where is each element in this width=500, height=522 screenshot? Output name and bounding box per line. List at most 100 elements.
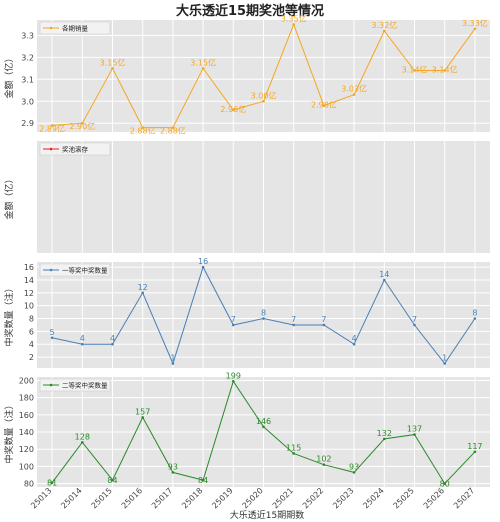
data-point — [443, 69, 447, 72]
data-label: 2.90亿 — [69, 121, 95, 131]
data-label: 14 — [379, 270, 389, 279]
legend-label: 各期销量 — [62, 24, 89, 33]
data-point — [383, 437, 386, 441]
data-label: 4 — [110, 334, 115, 343]
legend-box — [39, 263, 111, 277]
data-label: 8 — [472, 309, 477, 318]
data-point — [322, 323, 326, 327]
data-point — [262, 317, 265, 320]
y-axis-label: 金额（亿） — [3, 53, 15, 98]
data-label: 3.33亿 — [462, 18, 488, 28]
data-label: 7 — [291, 315, 296, 324]
data-point — [232, 323, 235, 327]
x-tick-label: 25019 — [210, 486, 234, 510]
legend-label: 奖池滚存 — [62, 145, 89, 154]
panel-1: 2.9 3.0 3.1 3.2 3.3 金额（亿） 2.89亿 2.90亿 3.15亿 2.88亿… — [3, 13, 490, 136]
data-label: 3.32亿 — [371, 20, 397, 30]
y-tick-label: 4 — [29, 340, 34, 349]
legend-marker — [49, 26, 53, 30]
data-point — [201, 478, 205, 482]
x-tick-label: 25016 — [120, 486, 144, 510]
y-axis-label: 中奖数量（注） — [3, 283, 15, 346]
y-axis-label: 金额（亿） — [3, 174, 15, 219]
y-tick-label: 3.2 — [21, 53, 34, 62]
data-label: 128 — [75, 432, 90, 441]
y-tick-label: 80 — [24, 480, 34, 489]
data-label: 12 — [138, 283, 148, 292]
x-tick-label: 25013 — [29, 486, 53, 510]
data-point — [473, 450, 477, 454]
data-point — [473, 317, 477, 320]
chart-title: 大乐透近15期奖池等情况 — [176, 3, 324, 19]
legend-marker — [49, 268, 53, 272]
legend: 一等奖中奖数量 — [39, 263, 111, 277]
data-label: 3.15亿 — [100, 57, 126, 67]
legend-marker — [49, 383, 53, 387]
legend-label: 二等奖中奖数量 — [62, 381, 108, 390]
panel-4: 80 100 120 140 160 180 200 中奖数量（注） 81 128 84 157 93 8… — [3, 371, 490, 510]
data-label: 7 — [321, 315, 326, 324]
data-label: 16 — [198, 257, 208, 266]
data-label: 2.88亿 — [130, 126, 156, 136]
data-point — [322, 104, 326, 107]
data-label: 1 — [442, 354, 447, 363]
y-tick-label: 2 — [29, 353, 34, 362]
data-point — [292, 23, 296, 26]
x-tick-label: 25015 — [90, 486, 114, 510]
legend: 奖池滚存 — [39, 142, 111, 156]
data-label: 157 — [135, 407, 150, 416]
data-point — [201, 67, 205, 70]
y-tick-label: 2.9 — [21, 119, 34, 128]
data-point — [292, 323, 296, 327]
data-point — [322, 463, 326, 466]
data-point — [383, 29, 386, 33]
panel-2: 1.001.051.101.151.201.251.30金额（亿）12.60亿1… — [3, 141, 490, 253]
y-tick-label: 3.1 — [21, 75, 34, 84]
data-point — [201, 265, 205, 269]
y-tick-label: 14 — [24, 276, 34, 285]
data-point — [171, 362, 175, 365]
data-point — [473, 27, 477, 31]
data-label: 81 — [47, 479, 57, 488]
data-label: 4 — [352, 334, 357, 343]
data-point — [443, 482, 447, 485]
y-tick-label: 16 — [24, 263, 34, 272]
y-tick-label: 10 — [24, 302, 34, 311]
data-point — [141, 126, 144, 129]
y-tick-label: 3.3 — [21, 31, 34, 40]
data-point — [232, 379, 235, 383]
data-point — [383, 278, 386, 282]
data-label: 3.00亿 — [251, 90, 277, 100]
x-tick-label: 25027 — [452, 486, 476, 510]
data-label: 84 — [107, 476, 117, 485]
data-label: 3.35亿 — [281, 13, 307, 23]
x-tick-label: 25014 — [59, 486, 83, 510]
y-tick-label: 180 — [19, 394, 34, 403]
y-tick-label: 140 — [19, 428, 34, 437]
legend-marker — [49, 147, 53, 151]
legend-box — [39, 142, 111, 156]
data-point — [443, 362, 447, 365]
data-point — [413, 433, 416, 436]
data-point — [413, 323, 416, 327]
legend: 各期销量 — [39, 21, 111, 35]
y-tick-label: 100 — [19, 462, 34, 471]
y-tick-label: 8 — [29, 315, 34, 324]
y-tick-label: 6 — [29, 327, 34, 336]
data-label: 3.14亿 — [402, 65, 428, 75]
data-point — [262, 99, 265, 103]
data-point — [232, 108, 235, 112]
data-point — [81, 121, 84, 125]
legend-box — [39, 378, 111, 392]
data-label: 132 — [377, 429, 392, 438]
data-point — [111, 342, 114, 346]
x-tick-label: 25023 — [331, 486, 355, 510]
data-point — [141, 291, 144, 295]
data-label: 93 — [349, 462, 359, 471]
y-tick-label: 160 — [19, 411, 34, 420]
data-label: 2.96亿 — [220, 104, 246, 114]
data-label: 115 — [286, 443, 301, 452]
data-label: 102 — [316, 455, 331, 464]
data-label: 5 — [50, 328, 55, 337]
